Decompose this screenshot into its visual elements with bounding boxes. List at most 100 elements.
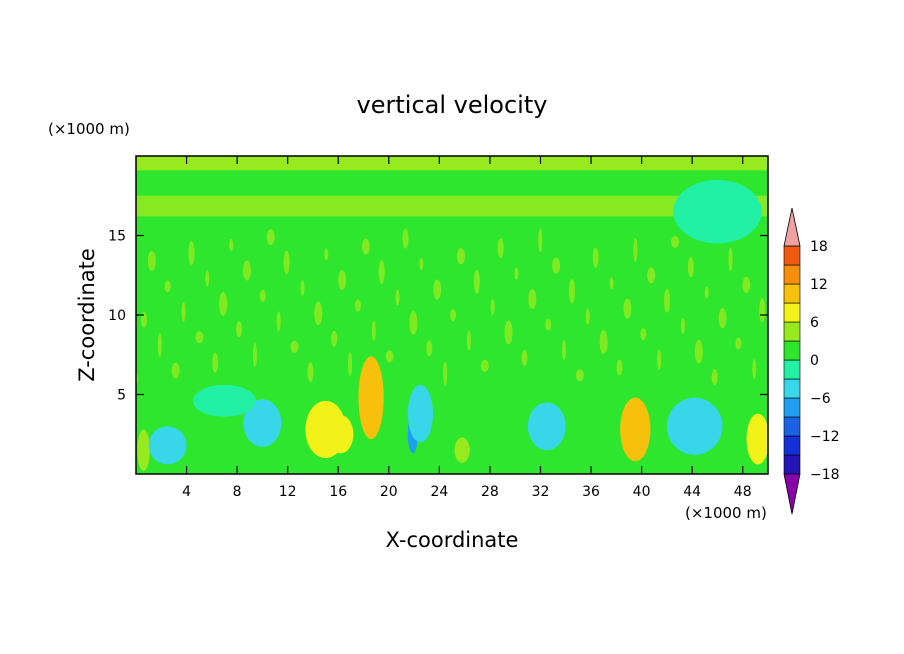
colorbar-tick-label: 18 xyxy=(810,239,828,255)
contour-cell xyxy=(620,397,651,462)
texture-streak xyxy=(290,340,299,353)
texture-streak xyxy=(728,247,733,272)
texture-streak xyxy=(466,330,471,351)
texture-streak xyxy=(140,311,147,328)
contour-cell xyxy=(137,429,150,471)
texture-streak xyxy=(259,289,266,302)
colorbar-tick-label: −12 xyxy=(810,429,840,445)
contour-cell xyxy=(454,437,470,463)
texture-streak xyxy=(623,298,632,319)
texture-streak xyxy=(497,238,504,259)
texture-streak xyxy=(575,369,584,382)
texture-streak xyxy=(188,240,195,265)
texture-streak xyxy=(680,318,685,335)
colorbar: 18 12 6 0 −6 −12 −18 xyxy=(783,207,840,515)
contour-cell xyxy=(328,415,354,454)
y-tick-label: 5 xyxy=(117,388,126,404)
texture-streak xyxy=(657,349,662,370)
texture-band xyxy=(136,156,768,171)
colorbar-segment xyxy=(783,378,801,399)
contour-cell xyxy=(746,413,768,465)
x-tick-label: 48 xyxy=(734,484,752,500)
x-tick-label: 32 xyxy=(532,484,550,500)
texture-streak xyxy=(338,270,347,291)
contour-cell xyxy=(358,356,384,440)
texture-streak xyxy=(545,318,552,331)
texture-streak xyxy=(378,260,385,285)
texture-streak xyxy=(324,248,329,261)
texture-streak xyxy=(480,359,489,372)
x-tick-label: 24 xyxy=(430,484,448,500)
texture-streak xyxy=(181,301,186,322)
texture-streak xyxy=(236,321,243,338)
texture-streak xyxy=(592,247,599,268)
texture-streak xyxy=(687,257,694,278)
texture-streak xyxy=(300,279,305,296)
texture-streak xyxy=(759,298,766,323)
colorbar-tick-label: −18 xyxy=(810,467,840,483)
texture-streak xyxy=(171,362,180,379)
texture-streak xyxy=(164,280,171,293)
texture-streak xyxy=(331,330,338,347)
x-unit-label: (×1000 m) xyxy=(685,504,767,522)
texture-band xyxy=(136,195,768,217)
texture-streak xyxy=(640,328,647,341)
plot-area xyxy=(136,156,768,474)
texture-streak xyxy=(385,350,394,363)
texture-streak xyxy=(599,330,608,355)
x-tick-label: 20 xyxy=(380,484,398,500)
colorbar-segment xyxy=(783,416,801,437)
texture-streak xyxy=(568,279,575,304)
texture-streak xyxy=(562,339,567,360)
texture-streak xyxy=(711,369,718,386)
texture-bands xyxy=(136,156,768,386)
texture-streak xyxy=(616,359,623,376)
texture-streak xyxy=(742,276,751,293)
texture-streak xyxy=(490,299,495,316)
colorbar-tick-label: 0 xyxy=(810,353,819,369)
contour-cell xyxy=(673,179,762,244)
colorbar-segment xyxy=(783,264,801,285)
contour-cell xyxy=(192,384,257,417)
y-unit-label: (×1000 m) xyxy=(48,120,130,138)
x-tick-label: 8 xyxy=(233,484,242,500)
contour-cell xyxy=(527,402,566,451)
colorbar-segment xyxy=(783,340,801,361)
colorbar-segment xyxy=(783,397,801,418)
x-axis-label: X-coordinate xyxy=(386,528,519,552)
texture-streak xyxy=(521,349,528,366)
colorbar-segment xyxy=(783,283,801,304)
texture-streak xyxy=(419,258,424,271)
texture-streak xyxy=(450,309,457,321)
texture-streak xyxy=(205,270,210,287)
texture-streak xyxy=(735,337,742,350)
texture-streak xyxy=(426,340,433,357)
texture-streak xyxy=(307,362,314,383)
texture-streak xyxy=(229,239,234,252)
texture-streak xyxy=(456,248,465,265)
texture-streak xyxy=(664,288,671,313)
y-axis-label: Z-coordinate xyxy=(75,248,99,382)
x-tick-label: 4 xyxy=(182,484,191,500)
texture-streak xyxy=(704,286,709,299)
texture-streak xyxy=(473,269,480,294)
colorbar-top-arrow xyxy=(783,207,801,247)
texture-streak xyxy=(409,310,418,335)
texture-streak xyxy=(266,229,275,246)
texture-streak xyxy=(212,352,219,373)
texture-streak xyxy=(361,238,370,255)
texture-streak xyxy=(242,260,251,281)
texture-streak xyxy=(504,320,513,345)
texture-streak xyxy=(752,359,757,380)
texture-streak xyxy=(718,308,727,329)
texture-streak xyxy=(354,299,361,312)
x-tick-label: 28 xyxy=(481,484,499,500)
texture-streak xyxy=(348,352,353,377)
y-tick-label: 10 xyxy=(108,308,126,324)
y-axis-ticks: 5 10 15 xyxy=(108,229,768,404)
texture-streak xyxy=(402,228,409,249)
x-axis-ticks: 4 8 12 16 20 24 28 32 36 40 44 48 xyxy=(182,156,752,500)
y-tick-label: 15 xyxy=(108,229,126,245)
x-tick-label: 16 xyxy=(329,484,347,500)
texture-streak xyxy=(552,257,561,274)
